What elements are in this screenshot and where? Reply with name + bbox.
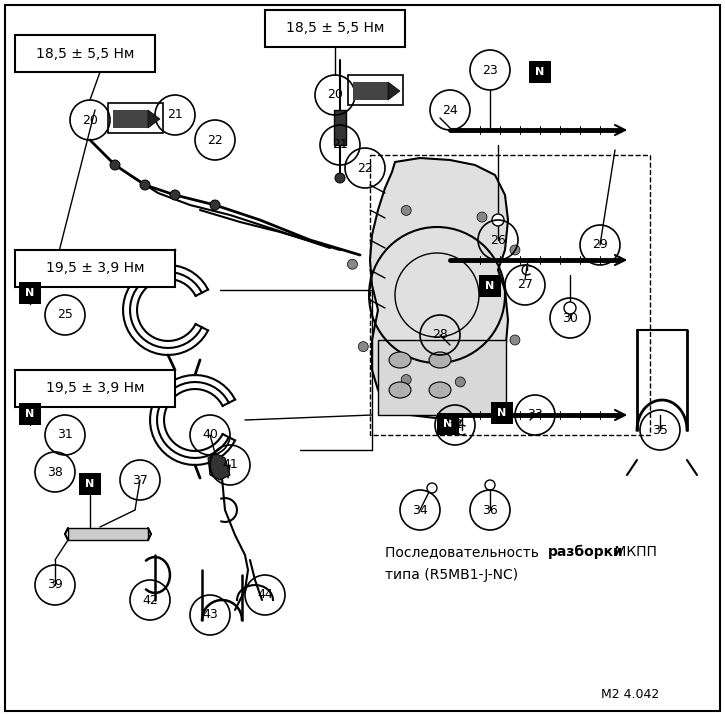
Text: 20: 20 bbox=[327, 89, 343, 102]
Text: N: N bbox=[25, 409, 35, 419]
Bar bbox=[529, 61, 551, 83]
Circle shape bbox=[170, 190, 180, 200]
Text: 40: 40 bbox=[202, 428, 218, 442]
Text: 28: 28 bbox=[432, 329, 448, 342]
Bar bbox=[491, 402, 513, 424]
Text: 20: 20 bbox=[82, 114, 98, 127]
Text: 21: 21 bbox=[167, 109, 183, 122]
Text: 33: 33 bbox=[527, 409, 543, 422]
Bar bbox=[378, 340, 506, 415]
Text: 43: 43 bbox=[202, 609, 218, 621]
Text: M2 4.042: M2 4.042 bbox=[601, 689, 659, 702]
Text: МКПП: МКПП bbox=[610, 545, 657, 559]
Ellipse shape bbox=[429, 352, 451, 368]
Text: 36: 36 bbox=[482, 503, 498, 516]
Polygon shape bbox=[388, 82, 400, 100]
Bar bbox=[15, 370, 175, 407]
Circle shape bbox=[358, 342, 368, 352]
Bar bbox=[79, 473, 101, 495]
Bar bbox=[113, 110, 148, 128]
Text: типа (R5MB1-J-NC): типа (R5MB1-J-NC) bbox=[385, 568, 518, 582]
Text: 44: 44 bbox=[257, 589, 273, 601]
Bar bbox=[19, 403, 41, 425]
Text: Последовательность: Последовательность bbox=[385, 545, 543, 559]
Circle shape bbox=[347, 259, 357, 269]
Bar bbox=[19, 282, 41, 304]
Bar bbox=[68, 528, 148, 540]
Bar bbox=[15, 250, 175, 287]
Text: 22: 22 bbox=[207, 133, 223, 147]
Circle shape bbox=[510, 245, 520, 255]
Bar bbox=[348, 75, 403, 105]
Text: 31: 31 bbox=[57, 428, 73, 442]
Text: 41: 41 bbox=[222, 458, 238, 472]
Text: 38: 38 bbox=[47, 465, 63, 478]
Text: N: N bbox=[25, 288, 35, 298]
Bar bbox=[437, 413, 459, 435]
Text: разборки: разборки bbox=[548, 545, 624, 559]
Text: N: N bbox=[535, 67, 544, 77]
Bar bbox=[15, 35, 155, 72]
Text: 19,5 ± 3,9 Нм: 19,5 ± 3,9 Нм bbox=[46, 382, 144, 395]
Text: N: N bbox=[497, 408, 507, 418]
Bar bbox=[370, 155, 650, 435]
Text: 39: 39 bbox=[47, 579, 63, 591]
Ellipse shape bbox=[389, 352, 411, 368]
Text: N: N bbox=[86, 479, 95, 489]
Text: 32: 32 bbox=[447, 418, 463, 432]
Text: 26: 26 bbox=[490, 233, 506, 246]
Text: 37: 37 bbox=[132, 473, 148, 486]
Ellipse shape bbox=[389, 382, 411, 398]
Circle shape bbox=[485, 480, 495, 490]
Text: 35: 35 bbox=[652, 423, 668, 437]
Text: 25: 25 bbox=[57, 309, 73, 321]
Text: 23: 23 bbox=[482, 64, 498, 77]
Polygon shape bbox=[370, 158, 508, 418]
Polygon shape bbox=[208, 453, 230, 480]
Text: 29: 29 bbox=[592, 238, 608, 251]
Text: 18,5 ± 5,5 Нм: 18,5 ± 5,5 Нм bbox=[36, 47, 134, 60]
Bar bbox=[108, 103, 163, 133]
Bar bbox=[334, 110, 346, 145]
Circle shape bbox=[401, 205, 411, 216]
Circle shape bbox=[335, 173, 345, 183]
Bar bbox=[479, 275, 501, 297]
Ellipse shape bbox=[429, 382, 451, 398]
Text: 19,5 ± 3,9 Нм: 19,5 ± 3,9 Нм bbox=[46, 261, 144, 276]
Text: N: N bbox=[444, 419, 452, 429]
Bar bbox=[265, 10, 405, 47]
Text: 22: 22 bbox=[357, 162, 373, 175]
Circle shape bbox=[210, 200, 220, 210]
Text: 24: 24 bbox=[442, 104, 458, 117]
Circle shape bbox=[140, 180, 150, 190]
Text: N: N bbox=[485, 281, 494, 291]
Text: 42: 42 bbox=[142, 594, 158, 606]
Circle shape bbox=[427, 483, 437, 493]
Text: 27: 27 bbox=[517, 279, 533, 291]
Circle shape bbox=[477, 212, 487, 222]
Circle shape bbox=[564, 302, 576, 314]
Circle shape bbox=[492, 214, 504, 226]
Circle shape bbox=[455, 377, 465, 387]
Text: 18,5 ± 5,5 Нм: 18,5 ± 5,5 Нм bbox=[286, 21, 384, 36]
Text: 34: 34 bbox=[412, 503, 428, 516]
Circle shape bbox=[510, 335, 520, 345]
Bar bbox=[353, 82, 388, 100]
Polygon shape bbox=[148, 110, 160, 128]
Text: 21: 21 bbox=[332, 138, 348, 152]
Circle shape bbox=[110, 160, 120, 170]
Text: 30: 30 bbox=[562, 311, 578, 324]
Circle shape bbox=[401, 374, 411, 384]
